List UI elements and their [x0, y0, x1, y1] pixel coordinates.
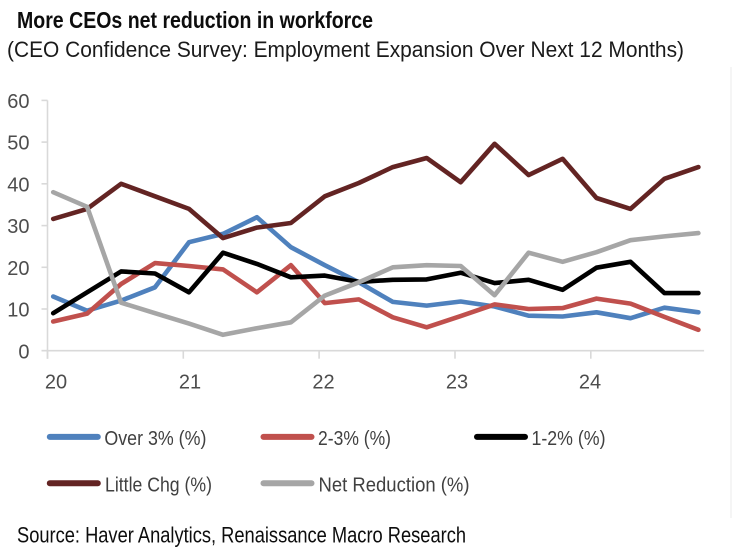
svg-text:More CEOs net reduction in wor: More CEOs net reduction in workforce: [17, 7, 373, 33]
svg-text:2-3% (%): 2-3% (%): [318, 427, 391, 450]
svg-text:20: 20: [7, 258, 29, 280]
svg-text:10: 10: [7, 300, 29, 322]
svg-text:24: 24: [579, 371, 601, 393]
svg-text:(CEO Confidence Survey: Employ: (CEO Confidence Survey: Employment Expan…: [7, 37, 684, 62]
svg-text:1-2% (%): 1-2% (%): [532, 427, 606, 450]
svg-text:Net Reduction (%): Net Reduction (%): [319, 473, 470, 496]
svg-text:0: 0: [18, 341, 29, 363]
svg-text:21: 21: [179, 371, 201, 393]
svg-text:22: 22: [312, 371, 334, 393]
svg-text:23: 23: [446, 371, 468, 393]
svg-text:40: 40: [7, 174, 29, 196]
svg-text:Little Chg (%): Little Chg (%): [105, 473, 212, 496]
svg-text:20: 20: [45, 371, 67, 393]
svg-text:Source: Haver Analytics, Renai: Source: Haver Analytics, Renaissance Mac…: [17, 523, 466, 548]
svg-text:30: 30: [7, 216, 29, 238]
svg-text:60: 60: [7, 91, 29, 113]
svg-text:Over 3% (%): Over 3% (%): [104, 427, 206, 450]
svg-text:50: 50: [7, 133, 29, 155]
